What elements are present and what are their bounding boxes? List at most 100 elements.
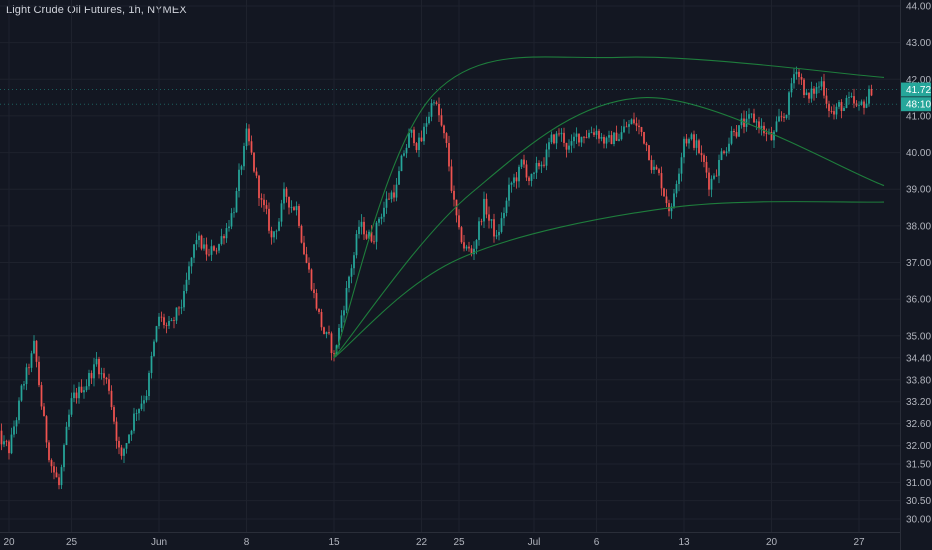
candle-body: [160, 316, 163, 318]
candle-body: [618, 139, 620, 141]
candle-body: [68, 414, 70, 427]
candle-body: [470, 248, 473, 255]
candle-body: [240, 166, 243, 170]
candle-body: [75, 392, 78, 399]
candle-body: [38, 361, 40, 386]
candle-body: [613, 132, 615, 144]
candle-body: [88, 373, 90, 387]
candle-body: [100, 373, 103, 375]
candle-body: [593, 132, 595, 135]
candle-body: [605, 137, 608, 144]
candle-body: [373, 241, 375, 243]
candle-body: [133, 413, 135, 431]
candle-body: [450, 166, 453, 191]
candle-body: [418, 137, 420, 151]
candle-body: [85, 386, 88, 391]
candle-body: [108, 379, 110, 391]
candle-body: [300, 225, 303, 243]
candle-body: [815, 87, 818, 94]
candle-body: [588, 132, 590, 138]
x-tick-label: 20: [766, 537, 778, 548]
candle-body: [748, 114, 750, 119]
candle-body: [830, 110, 833, 112]
y-tick-label: 42.00: [906, 75, 931, 86]
y-tick-label: 41.00: [906, 111, 931, 122]
candle-body: [63, 444, 65, 468]
candle-body: [520, 159, 523, 167]
candle-body: [743, 118, 745, 127]
candle-body: [368, 231, 370, 239]
candle-body: [420, 137, 423, 142]
candle-body: [55, 472, 58, 478]
candle-body: [600, 136, 603, 139]
candle-body: [498, 231, 500, 236]
candle-body: [698, 140, 700, 154]
candle-body: [458, 215, 460, 228]
candle-body: [633, 119, 635, 124]
candle-body: [848, 96, 850, 98]
candle-body: [548, 142, 550, 150]
candle-body: [263, 199, 265, 206]
candle-body: [398, 171, 400, 185]
candle-body: [225, 228, 228, 239]
x-tick-label: 25: [453, 537, 465, 548]
candle-body: [623, 126, 625, 133]
candle-body: [710, 178, 713, 190]
candle-body: [788, 92, 790, 115]
candle-body: [478, 221, 480, 240]
candle-body: [725, 151, 728, 154]
candle-body: [473, 248, 475, 255]
candle-body: [573, 136, 575, 142]
candle-body: [178, 307, 180, 309]
candle-body: [513, 177, 515, 183]
candle-body: [803, 79, 805, 95]
candle-body: [98, 358, 100, 375]
candle-body: [565, 142, 568, 150]
candle-body: [330, 333, 333, 354]
candle-body: [683, 138, 685, 158]
candle-body: [168, 320, 170, 326]
y-tick-label: 40.00: [906, 148, 931, 159]
x-tick-label: 8: [244, 537, 250, 548]
candle-body: [800, 76, 803, 80]
candle-body: [678, 173, 680, 184]
candle-body: [688, 139, 690, 144]
candle-body: [525, 164, 528, 178]
chart-title: Light Crude Oil Futures, 1h, NYMEX: [6, 4, 187, 16]
candle-body: [550, 134, 553, 143]
price-badge-label: 41.72: [906, 85, 931, 96]
candle-body: [578, 133, 580, 143]
candle-body: [455, 199, 458, 216]
y-tick-label: 37.00: [906, 258, 931, 269]
candle-body: [343, 310, 345, 316]
candle-body: [740, 118, 743, 126]
candle-body: [608, 135, 610, 138]
candle-body: [583, 136, 585, 138]
candle-body: [590, 132, 593, 134]
candle-body: [103, 373, 105, 378]
candle-body: [813, 88, 815, 94]
candle-body: [145, 396, 148, 401]
y-tick-label: 35.00: [906, 331, 931, 342]
candle-body: [243, 146, 245, 167]
candle-body: [798, 71, 800, 77]
candle-body: [328, 332, 330, 334]
candle-body: [235, 191, 238, 213]
x-tick-label: Jun: [151, 537, 167, 548]
candle-body: [780, 116, 783, 118]
candle-body: [395, 184, 398, 198]
candle-body: [510, 182, 513, 185]
candle-body: [595, 130, 598, 135]
x-tick-label: Jul: [528, 537, 541, 548]
candle-body: [865, 103, 868, 108]
candle-body: [543, 164, 545, 166]
candle-body: [790, 83, 793, 93]
y-tick-label: 32.60: [906, 419, 931, 430]
candle-body: [620, 132, 623, 140]
candle-body: [155, 326, 158, 342]
y-tick-label: 44.00: [906, 2, 931, 13]
candle-body: [260, 198, 263, 200]
candle-body: [685, 138, 688, 144]
candle-body: [118, 440, 120, 448]
